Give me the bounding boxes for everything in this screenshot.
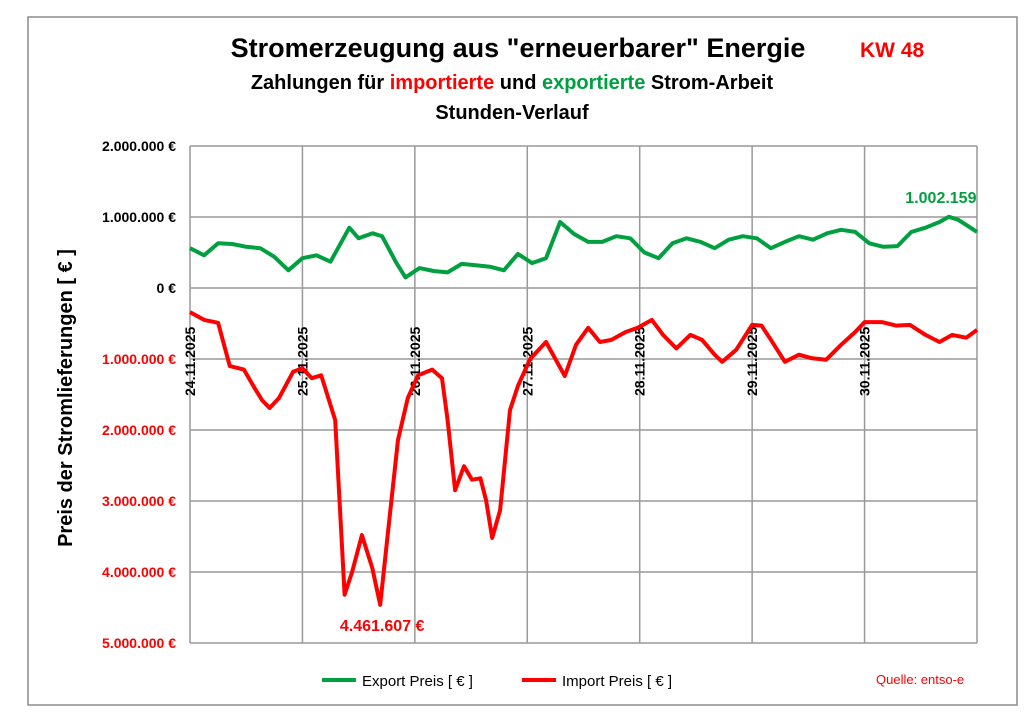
subtitle-part: und: [494, 72, 542, 94]
y-tick-label: 4.000.000 €: [102, 564, 176, 580]
subtitle-part: Strom-Arbeit: [645, 72, 773, 94]
data-label: 4.461.607 €: [340, 618, 425, 635]
y-tick-label: 0 €: [157, 280, 177, 296]
subtitle-export: exportierte: [542, 72, 645, 94]
x-tick-label: 26.11.2025: [407, 326, 423, 396]
x-tick-label: 28.11.2025: [632, 326, 648, 396]
y-tick-label: 2.000.000 €: [102, 138, 176, 154]
y-tick-label: 1.000.000 €: [102, 351, 176, 367]
export-series-line: [189, 214, 979, 280]
chart-subtitle: Zahlungen für importierte und exportiert…: [251, 72, 774, 94]
chart-frame: [27, 16, 1018, 706]
title-badge: KW 48: [860, 39, 925, 62]
x-tick-label: 24.11.2025: [182, 326, 198, 396]
legend: Export Preis [ € ] Import Preis [ € ]: [322, 673, 672, 690]
y-axis-title: Preis der Stromlieferungen [ € ]: [55, 249, 77, 547]
legend-label-import: Import Preis [ € ]: [562, 673, 672, 690]
y-tick-label: 5.000.000 €: [102, 635, 176, 651]
y-tick-label: 1.000.000 €: [102, 209, 176, 225]
chart-subtitle2: Stunden-Verlauf: [435, 102, 589, 124]
y-tick-label: 2.000.000 €: [102, 422, 176, 438]
chart-title: Stromerzeugung aus "erneuerbarer" Energi…: [231, 33, 806, 63]
source-note: Quelle: entso-e: [876, 672, 964, 687]
x-tick-label: 25.11.2025: [294, 326, 310, 396]
subtitle-part: Zahlungen für: [251, 72, 390, 94]
y-tick-label: 3.000.000 €: [102, 493, 176, 509]
x-tick-label: 30.11.2025: [857, 326, 873, 396]
legend-label-export: Export Preis [ € ]: [362, 673, 473, 690]
import-series-line: [189, 310, 979, 607]
subtitle-import: importierte: [390, 72, 494, 94]
x-tick-label: 29.11.2025: [744, 326, 760, 396]
data-label: 1.002.159: [905, 190, 976, 207]
